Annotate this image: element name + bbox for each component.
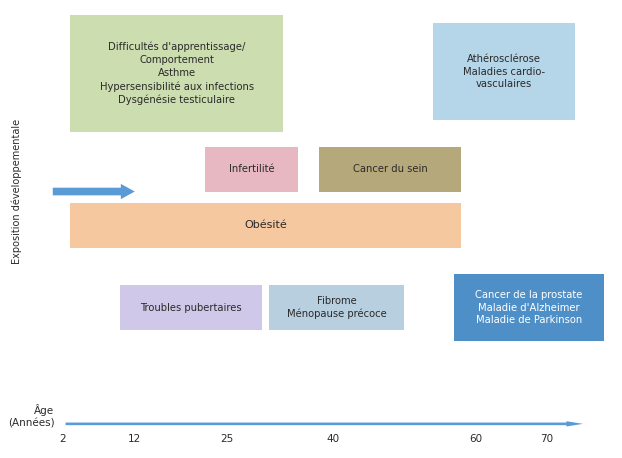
- Bar: [205, 147, 297, 191]
- Text: Difficultés d'apprentissage/
Comportement
Asthme
Hypersensibilité aux infections: Difficultés d'apprentissage/ Comportemen…: [100, 42, 254, 105]
- Bar: [70, 16, 284, 131]
- Text: 25: 25: [220, 434, 233, 444]
- Bar: [119, 285, 262, 330]
- Text: 40: 40: [327, 434, 340, 444]
- Text: Troubles pubertaires: Troubles pubertaires: [140, 303, 242, 313]
- Text: Obésité: Obésité: [244, 220, 287, 230]
- Text: Infertilité: Infertilité: [228, 164, 274, 174]
- Text: Fibrome
Ménopause précoce: Fibrome Ménopause précoce: [287, 296, 387, 319]
- Bar: [70, 203, 462, 248]
- Text: 60: 60: [469, 434, 482, 444]
- Bar: [433, 23, 575, 120]
- Bar: [269, 285, 404, 330]
- Text: 12: 12: [128, 434, 141, 444]
- Text: 70: 70: [540, 434, 553, 444]
- Text: Exposition développementale: Exposition développementale: [11, 119, 22, 264]
- Text: Âge
(Années): Âge (Années): [7, 404, 54, 429]
- Text: Cancer du sein: Cancer du sein: [353, 164, 427, 174]
- Text: 2: 2: [60, 434, 66, 444]
- Bar: [454, 274, 603, 341]
- Text: Athérosclérose
Maladies cardio-
vasculaires: Athérosclérose Maladies cardio- vasculai…: [463, 54, 545, 89]
- Text: Cancer de la prostate
Maladie d'Alzheimer
Maladie de Parkinson: Cancer de la prostate Maladie d'Alzheime…: [475, 290, 583, 326]
- Bar: [319, 147, 462, 191]
